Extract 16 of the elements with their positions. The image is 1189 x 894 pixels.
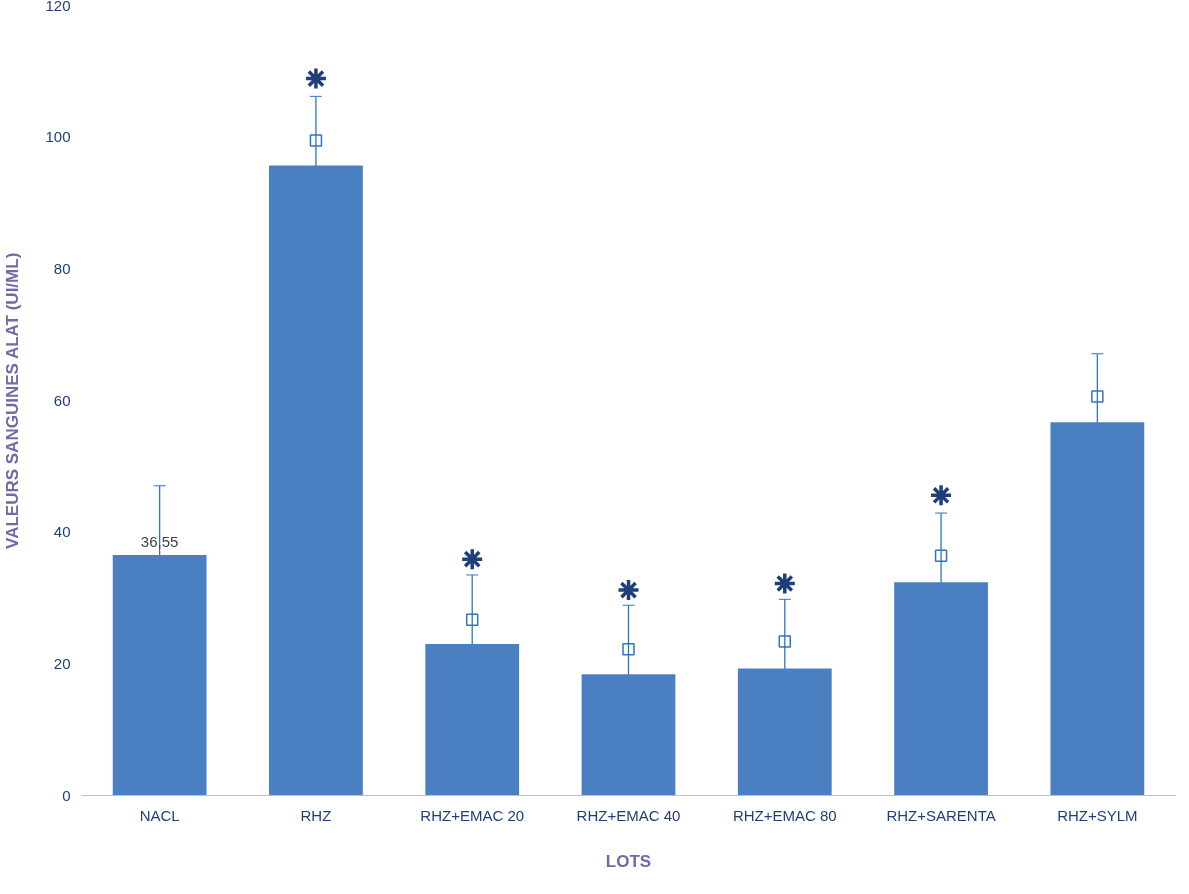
x-tick-label: NACL (139, 806, 180, 824)
x-axis-title: LOTS (605, 851, 652, 871)
y-tick-label: 40 (53, 523, 71, 541)
y-tick-label: 0 (62, 786, 71, 804)
x-tick-label: RHZ (300, 806, 332, 824)
x-tick-label: RHZ+EMAC 40 (576, 806, 681, 824)
y-tick-label: 80 (53, 259, 71, 277)
y-tick-label: 100 (45, 128, 71, 146)
x-tick-label: RHZ+EMAC 80 (732, 806, 837, 824)
y-tick-label: 60 (53, 391, 71, 409)
y-tick-label: 120 (45, 0, 71, 14)
x-tick-label: RHZ+EMAC 20 (420, 806, 525, 824)
x-tick-label: RHZ+SYLM (1057, 806, 1138, 824)
x-tick-label: RHZ+SARENTA (886, 806, 996, 824)
y-axis-title: VALEURS SANGUINES ALAT (UI/ML) (3, 252, 23, 549)
y-tick-label: 20 (53, 654, 71, 672)
